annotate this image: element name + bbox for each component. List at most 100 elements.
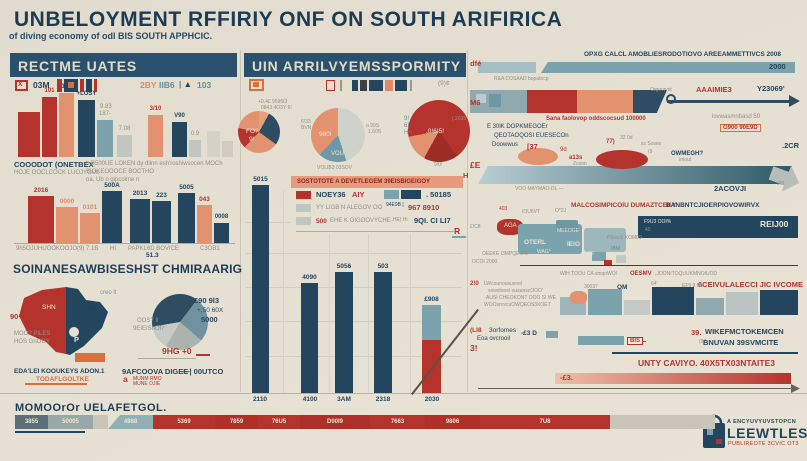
timeline-label: 9806 (445, 419, 460, 425)
bar-value-label: 5056 (336, 263, 352, 270)
region-chip (604, 260, 612, 266)
text-label: 5000 (201, 315, 218, 324)
timeline-segment (258, 415, 300, 429)
timeline-segment (93, 415, 108, 429)
text-label: OESMV (630, 271, 652, 277)
right-section2-title: MALCOSIMPICOIU DUMAZTCEKY (571, 202, 677, 209)
skyline-bar (652, 287, 694, 315)
text-label: OCOI 2000 (472, 259, 498, 265)
text-label: R (454, 226, 461, 236)
gridline (283, 190, 284, 393)
text-label: QEOTAOQOSI EUESECOn (494, 133, 569, 139)
text-label: OOS? Il (137, 318, 159, 324)
skyline-bar (760, 290, 798, 315)
text-label: 6! (404, 123, 410, 129)
text-label: (9 (648, 149, 653, 155)
arrow-head (789, 95, 800, 107)
bar-value-label: 7.08 (118, 126, 131, 132)
text-label: (.2035 (452, 116, 467, 122)
right-section4-title: WIKEFMCTOKEMCEN (705, 327, 784, 336)
bar-value-label: 4090 (302, 274, 317, 281)
gridline (246, 321, 462, 322)
flag-icon (249, 79, 264, 91)
underline (25, 383, 87, 385)
text-label: HOJE OOCLCOCK LUOJYOUL (14, 170, 100, 176)
underline (296, 231, 454, 232)
bar-value-label: £908 (424, 296, 439, 303)
chip-icon (395, 80, 407, 91)
legend-swatch (296, 217, 311, 225)
middle-pie-3 (408, 100, 470, 162)
legend-swatch (296, 204, 311, 212)
x-axis-label: 3AM (337, 396, 351, 403)
chart1-caption-title: COOODOT (ONETBEX (14, 160, 94, 169)
text-label: 2!0 (470, 281, 479, 287)
text-label: imout (679, 157, 692, 163)
underline (452, 236, 466, 238)
bar (102, 191, 122, 243)
timeline-segment (153, 415, 215, 429)
bar-value-label: 5005 (179, 184, 194, 191)
text-label: AAAIMIE3 (696, 85, 732, 94)
right-section3-title: 6CEIVULALECCI JIC IVCOME (698, 280, 804, 289)
x-axis-label: 2110 (252, 396, 268, 403)
timeline-segment (480, 415, 610, 429)
middle-pie-1 (238, 111, 280, 153)
text-label: (LI8 (470, 327, 482, 334)
text-label: IIB6 (159, 80, 175, 90)
text-label: 6!33 (301, 119, 311, 125)
hbar-subblock (476, 94, 486, 103)
text-label: . 50185 (426, 190, 452, 199)
bar-segment (422, 305, 441, 340)
hbar-segment (527, 90, 577, 113)
gridline (329, 190, 330, 393)
middle-panel-header: UIN ARRILVYEMSSPORMITY (244, 53, 466, 77)
mini-bar-icon (57, 79, 62, 92)
footnote-3: —| 00UTCO (182, 367, 224, 376)
map-legend-swatch (75, 353, 105, 362)
text-label: o.99S (366, 123, 380, 129)
left-section-title: SOINANESAWBISESHST CHMIRAARIG (13, 262, 243, 276)
bar-value-label: 0008 (214, 214, 229, 220)
text-label: R&A COSAAD bopatocp (494, 76, 549, 82)
text-label: | ▲ (179, 79, 192, 89)
timeline-label: 5369 (177, 419, 191, 425)
text-label: 90+ (10, 312, 23, 321)
x-axis-label: 2030 (424, 396, 440, 403)
bar-value-label: 187- (98, 111, 112, 117)
axis-line (14, 243, 235, 244)
text-label: -£3 D (521, 330, 537, 337)
bar (301, 283, 318, 393)
underline (15, 431, 85, 433)
hbar-gradient (478, 166, 792, 184)
bar-value-label: 3/10 (149, 106, 162, 112)
timeline-segment (108, 415, 153, 429)
divider-vertical (467, 50, 468, 392)
skyline-bar (696, 298, 724, 315)
text-label: h B500UE LOKEN dy dlinn esh'roshiwsocen … (86, 161, 223, 167)
text-label: 2000 (769, 62, 786, 71)
bar-value-label: 101 (44, 88, 55, 94)
bar (197, 205, 212, 243)
text-label: lovwasmnbasd 59 (712, 114, 761, 120)
text-label: Y23069' (757, 84, 785, 93)
text-label: 9h5OJUHUOOKOOJO(9) 7.1B (16, 246, 99, 252)
text-label: 3! (470, 343, 478, 353)
text-label: OM (617, 284, 628, 291)
left-panel-header: RECTME UATES (10, 53, 237, 77)
x-axis-label: 2318 (375, 396, 391, 403)
text-label: OEEKE I3MPQEON. (482, 251, 529, 257)
title-bar-notch (536, 62, 548, 73)
text-label: X (18, 81, 23, 88)
bar-value-label: 0.9 (190, 131, 200, 137)
text-label: 32 0d (620, 135, 633, 141)
chip-icon (360, 80, 367, 91)
text-label: TODAFLGOLTKE (36, 376, 89, 383)
text-label: VOLIB3 03SOV (317, 165, 353, 171)
text-label: +,50 60X (197, 307, 224, 314)
bar-value-label: 0000 (59, 198, 75, 205)
text-label: 9EIEIShOl? (133, 326, 165, 332)
flag-icon (253, 82, 259, 87)
text-label: IOU6VT (522, 209, 541, 215)
text-label: HOS GnOGY (14, 339, 51, 345)
